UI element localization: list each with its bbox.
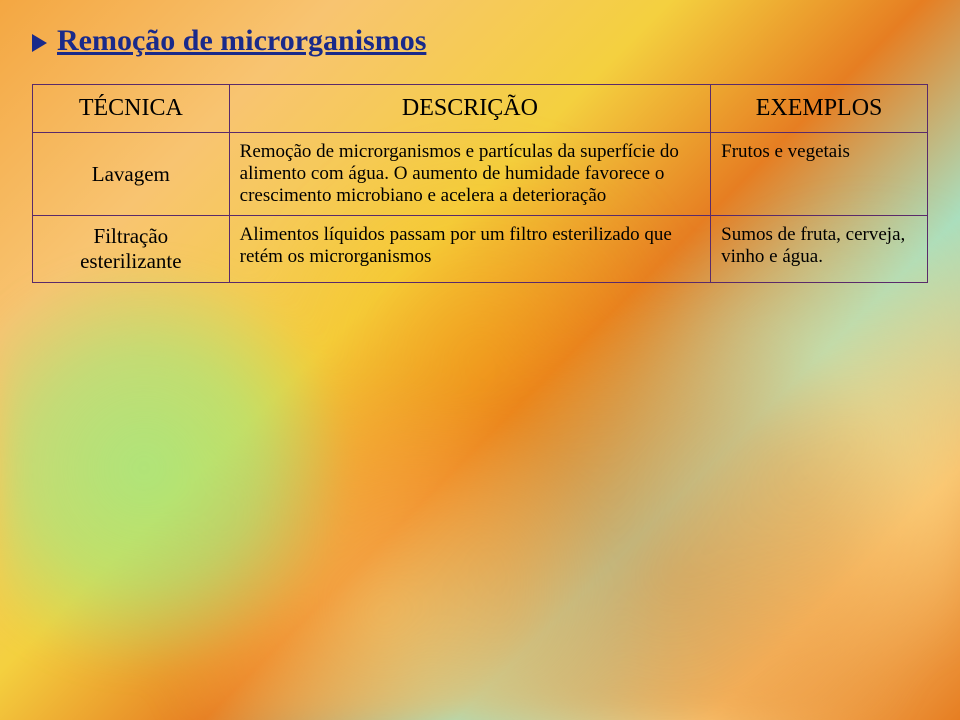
cell-exemplos: Frutos e vegetais (711, 133, 928, 216)
cell-tecnica: Lavagem (33, 133, 230, 216)
triangle-bullet-icon (32, 34, 47, 52)
slide-content: Remoção de microrganismos TÉCNICA DESCRI… (0, 0, 960, 307)
cell-descricao: Remoção de microrganismos e partículas d… (229, 133, 710, 216)
table-header-row: TÉCNICA DESCRIÇÃO EXEMPLOS (33, 85, 928, 133)
header-descricao: DESCRIÇÃO (229, 85, 710, 133)
techniques-table: TÉCNICA DESCRIÇÃO EXEMPLOS Lavagem Remoç… (32, 84, 928, 283)
title-row: Remoção de microrganismos (32, 24, 928, 58)
cell-tecnica: Filtração esterilizante (33, 216, 230, 283)
cell-descricao: Alimentos líquidos passam por um filtro … (229, 216, 710, 283)
header-tecnica: TÉCNICA (33, 85, 230, 133)
header-exemplos: EXEMPLOS (711, 85, 928, 133)
cell-exemplos: Sumos de fruta, cerveja, vinho e água. (711, 216, 928, 283)
table-row: Filtração esterilizante Alimentos líquid… (33, 216, 928, 283)
table-row: Lavagem Remoção de microrganismos e part… (33, 133, 928, 216)
slide-title: Remoção de microrganismos (57, 24, 426, 58)
